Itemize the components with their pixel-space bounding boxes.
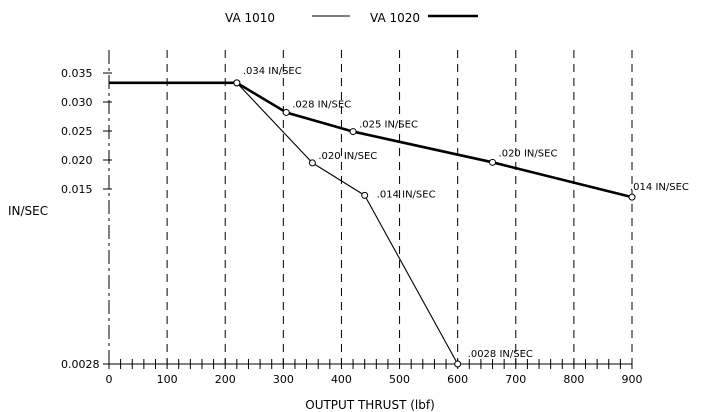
data-point-marker (233, 79, 241, 87)
x-tick-label: 100 (157, 373, 178, 386)
y-tick-label: 0.015 (61, 183, 93, 196)
data-label: .028 IN/SEC (292, 99, 351, 110)
x-axis-title: OUTPUT THRUST (lbf) (305, 398, 435, 412)
legend-label: VA 1010 (225, 11, 275, 25)
data-label: .0028 IN/SEC (468, 349, 533, 360)
x-tick-label: 500 (389, 373, 410, 386)
x-tick-label: 200 (215, 373, 236, 386)
data-point-marker (282, 108, 290, 116)
data-point-marker (349, 128, 357, 136)
x-tick-label: 600 (447, 373, 468, 386)
x-tick-label: 700 (505, 373, 526, 386)
data-label: .020 IN/SEC (499, 148, 558, 159)
data-point-marker (361, 191, 369, 199)
x-tick-label: 300 (273, 373, 294, 386)
series-layer (109, 79, 636, 368)
data-label: .034 IN/SEC (243, 66, 302, 77)
data-label: .014 IN/SEC (630, 182, 689, 193)
chart-legend: VA 1010 VA 1020 (225, 11, 478, 25)
data-label: .025 IN/SEC (359, 120, 418, 131)
x-tick-label: 0 (106, 373, 113, 386)
legend-label: VA 1020 (370, 11, 420, 25)
grid-lines (166, 50, 633, 364)
x-tick-label: 800 (563, 373, 584, 386)
data-label: .020 IN/SEC (318, 151, 377, 162)
data-label: .014 IN/SEC (377, 189, 436, 200)
y-tick-label: 0.0028 (61, 358, 100, 371)
x-tick-label: 400 (331, 373, 352, 386)
y-tick-label: 0.030 (61, 96, 93, 109)
axes: 0 100 200 300 400 500 600 700 800 900 0.0028 0.015 0… (61, 50, 643, 386)
y-tick-label: 0.020 (61, 154, 93, 167)
y-tick-label: 0.025 (61, 125, 93, 138)
y-tick-label: 0.035 (61, 67, 93, 80)
annotations-layer: .034 IN/SEC .028 IN/SEC .025 IN/SEC .020 IN… (243, 66, 689, 360)
data-point-marker (489, 158, 497, 166)
y-axis-title: IN/SEC (8, 204, 48, 218)
x-tick-label: 900 (622, 373, 643, 386)
data-point-marker (628, 193, 636, 201)
data-point-marker (454, 360, 462, 368)
data-point-marker (308, 159, 316, 167)
series-line-2 (109, 81, 633, 199)
